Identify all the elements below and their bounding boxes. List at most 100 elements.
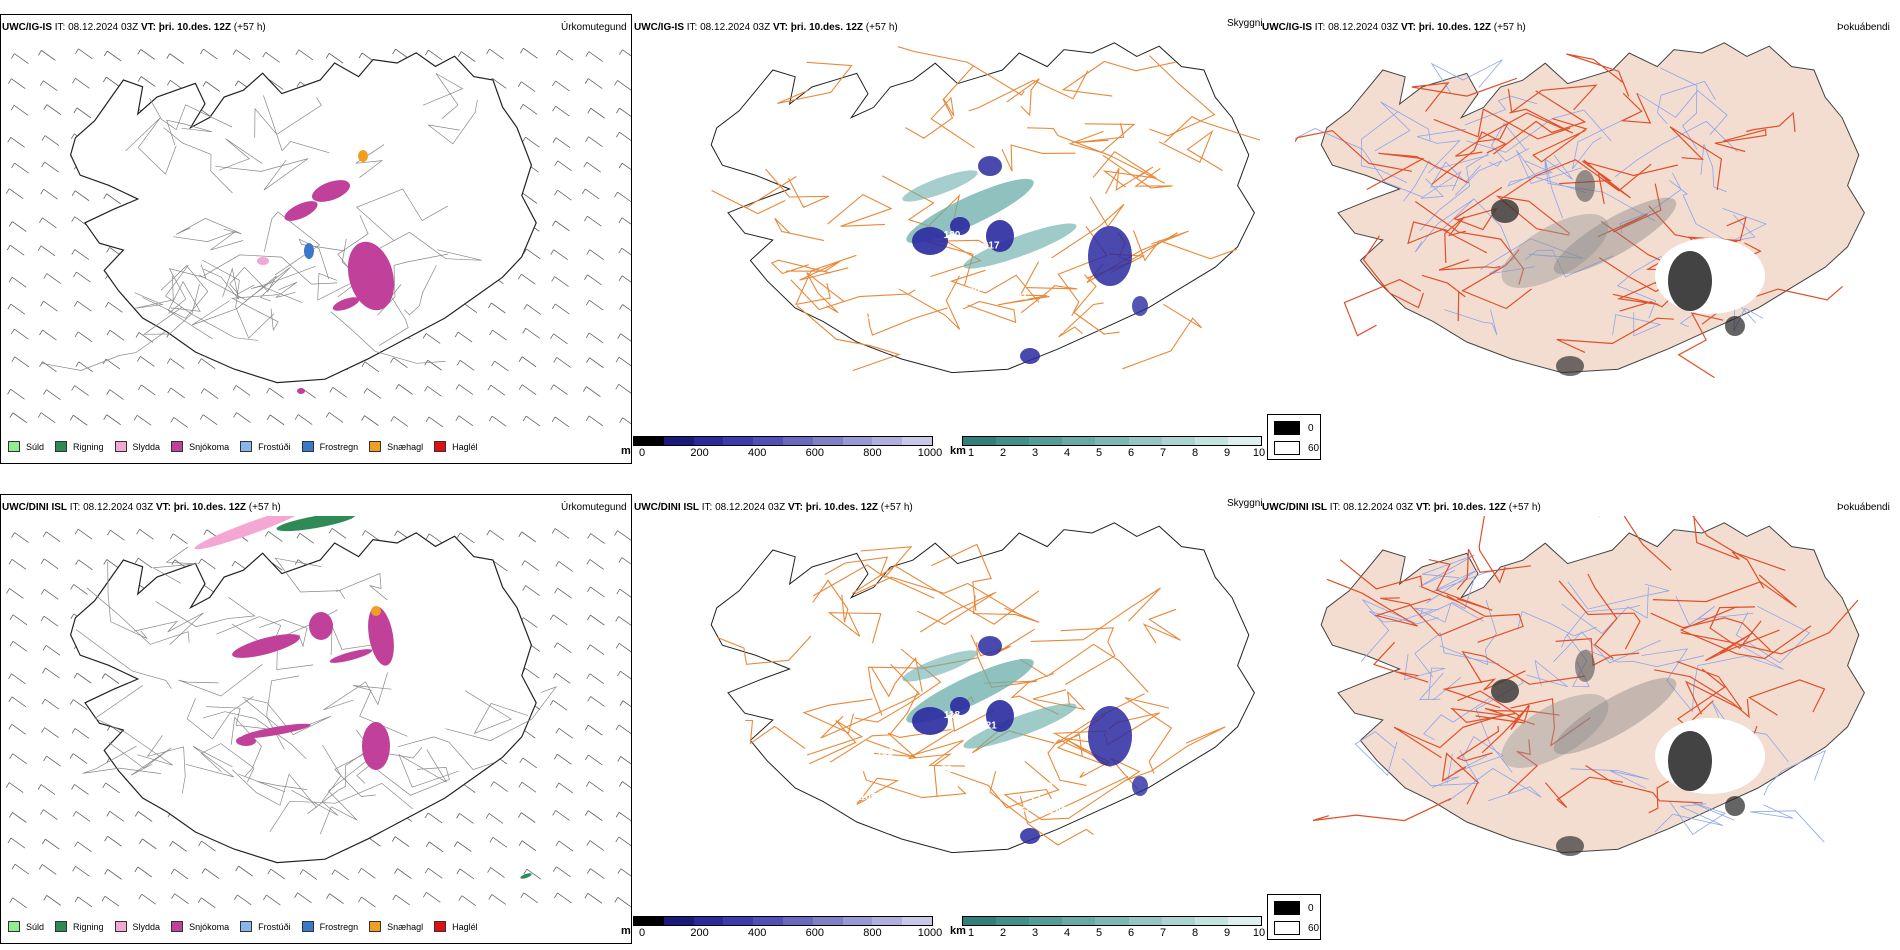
rain-area	[520, 873, 532, 879]
wind-barb	[522, 136, 540, 148]
wind-barb	[615, 724, 631, 735]
wind-barb	[615, 131, 631, 141]
wind-barb	[201, 868, 220, 879]
visibility-value-label: 87	[896, 281, 908, 292]
wind-barb	[358, 896, 376, 908]
road-line	[251, 265, 316, 304]
road-line	[1339, 559, 1460, 603]
river-line	[1656, 80, 1716, 125]
road-line	[854, 576, 1022, 617]
wind-barb	[71, 249, 90, 260]
wind-barb	[135, 332, 154, 343]
wind-barb	[9, 812, 27, 823]
wind-barb	[518, 531, 536, 543]
lead-time: (+57 h)	[248, 502, 281, 513]
low-cloud-area	[906, 178, 1034, 244]
precip-legend-label: Rigning	[73, 441, 104, 452]
wind-barb	[296, 532, 315, 544]
wind-barb	[267, 868, 286, 880]
km-bar-swatch	[963, 437, 997, 445]
road-line	[1704, 629, 1780, 662]
road-line	[1343, 278, 1422, 337]
road-line	[149, 98, 233, 131]
wind-barb	[489, 836, 508, 848]
wind-barb	[38, 864, 57, 875]
wind-barb	[43, 273, 62, 284]
road-line	[1693, 516, 1786, 571]
wind-barb	[69, 699, 88, 710]
visibility-value-label: 67	[1019, 805, 1031, 816]
precip-legend-item: Rigning	[55, 921, 104, 932]
wind-barb	[10, 104, 29, 116]
road-line	[185, 745, 234, 778]
wind-barb	[553, 357, 571, 368]
precip-legend-label: Rigning	[73, 921, 104, 932]
river-line	[1360, 599, 1439, 662]
km-bar-tick-label: 1	[967, 447, 975, 459]
wind-barb	[586, 644, 605, 656]
river-line	[1480, 238, 1584, 270]
wind-barb	[584, 215, 602, 227]
cloud-legend-item: 60	[1274, 921, 1320, 935]
sleet-area	[257, 257, 269, 265]
km-bar-swatch	[1062, 437, 1096, 445]
road-line	[200, 743, 255, 783]
init-time: 08.12.2024 03Z	[700, 22, 771, 33]
height-bar-swatch	[693, 917, 724, 925]
wind-barb	[619, 700, 631, 707]
wind-barb	[137, 356, 155, 367]
river-line	[1404, 654, 1446, 700]
snow-area	[232, 634, 300, 658]
wind-barb	[425, 416, 444, 428]
road-line	[1051, 196, 1125, 259]
snow-area	[284, 201, 318, 221]
snow-area	[329, 649, 373, 663]
visibility-value-label: 70	[1042, 782, 1054, 793]
iceland-land	[1320, 522, 1865, 854]
wind-barb	[294, 414, 313, 425]
river-line	[1418, 672, 1462, 701]
road-line	[155, 597, 256, 628]
wind-barb	[455, 415, 474, 426]
wind-barb	[614, 897, 631, 908]
wind-barb	[40, 588, 59, 600]
road-line	[1019, 643, 1149, 693]
fog-area	[1556, 836, 1584, 856]
snow-area	[311, 180, 351, 202]
wind-barb	[491, 360, 509, 372]
wind-barb	[200, 48, 218, 60]
visibility-value-label: 71	[1030, 792, 1042, 803]
snow-area	[362, 722, 390, 770]
road-line	[107, 561, 148, 639]
wind-barb	[361, 530, 380, 541]
precip-legend-label: Snjókoma	[189, 441, 230, 452]
road-line	[191, 275, 277, 326]
wind-barb	[390, 416, 409, 427]
fog-area	[1491, 679, 1519, 703]
road-line	[1441, 752, 1479, 805]
fog-area	[1501, 214, 1609, 288]
rain-area	[276, 516, 356, 532]
road-line	[1450, 707, 1516, 729]
road-line	[1105, 166, 1154, 195]
road-line	[1366, 152, 1469, 191]
visibility-value-label: 96	[946, 877, 958, 888]
wind-barb	[552, 810, 570, 821]
road-line	[1556, 317, 1674, 353]
height-bar-swatch	[663, 437, 694, 445]
precip-legend-label: Snæhagl	[387, 441, 424, 452]
road-line	[186, 696, 254, 740]
wind-barb	[587, 586, 605, 598]
wind-barb	[618, 162, 631, 170]
road-line	[790, 279, 916, 311]
fog-area	[1553, 197, 1677, 275]
wind-barb	[72, 811, 91, 822]
fog-area	[1491, 199, 1519, 223]
snow-area	[347, 241, 395, 311]
wind-barb	[424, 867, 443, 879]
iceland-land	[1320, 42, 1865, 374]
river-line	[1454, 160, 1503, 196]
wind-barb	[587, 696, 605, 707]
wind-barb	[519, 104, 538, 115]
river-line	[1570, 768, 1649, 789]
